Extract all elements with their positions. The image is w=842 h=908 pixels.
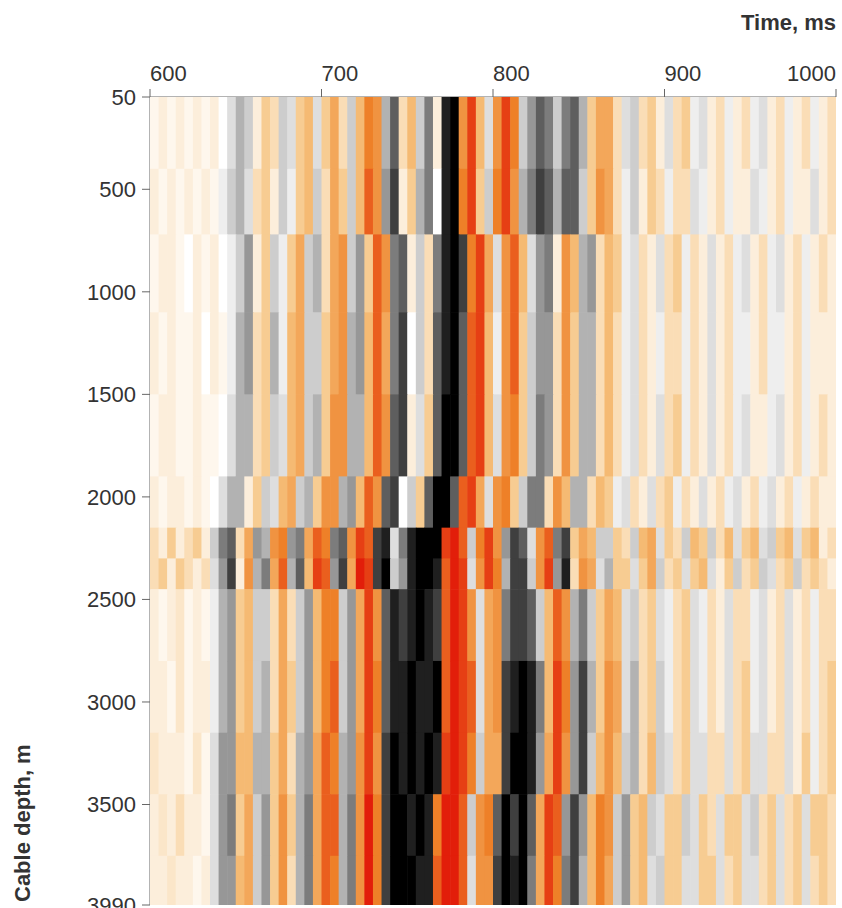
svg-text:1500: 1500	[87, 382, 136, 407]
svg-text:3990: 3990	[87, 893, 136, 908]
svg-text:50: 50	[112, 85, 136, 110]
svg-text:2000: 2000	[87, 485, 136, 510]
svg-text:700: 700	[322, 61, 359, 86]
svg-text:1000: 1000	[787, 61, 836, 86]
svg-text:3000: 3000	[87, 690, 136, 715]
svg-text:500: 500	[99, 177, 136, 202]
svg-text:800: 800	[493, 61, 530, 86]
svg-text:600: 600	[150, 61, 187, 86]
svg-text:900: 900	[665, 61, 702, 86]
svg-text:2500: 2500	[87, 587, 136, 612]
svg-text:Time, ms: Time, ms	[741, 10, 836, 35]
svg-text:1000: 1000	[87, 280, 136, 305]
svg-text:Cable depth, m: Cable depth, m	[10, 744, 35, 902]
svg-text:3500: 3500	[87, 792, 136, 817]
